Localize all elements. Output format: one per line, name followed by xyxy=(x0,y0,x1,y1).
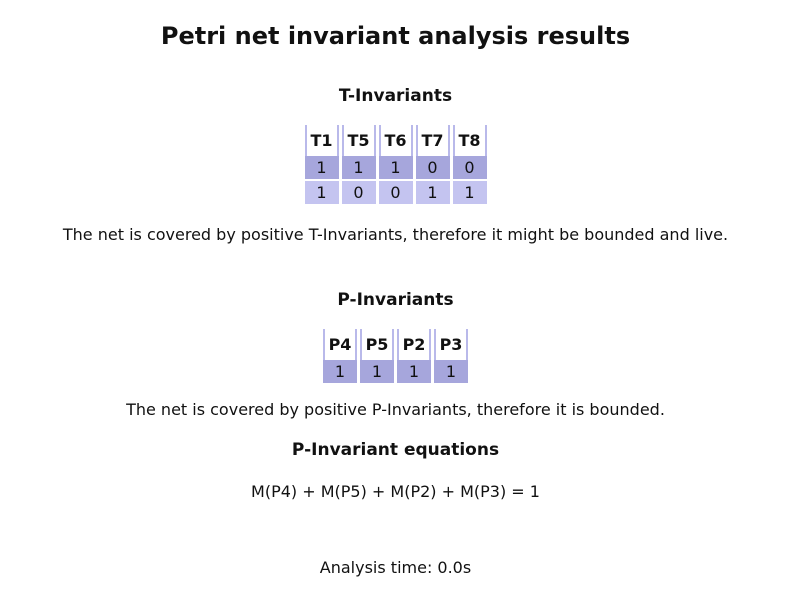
table-cell: 0 xyxy=(452,156,487,179)
page-title: Petri net invariant analysis results xyxy=(160,22,631,50)
t-invariants-header-row: T1 T5 T6 T7 T8 xyxy=(304,125,487,156)
t-invariants-heading: T-Invariants xyxy=(338,86,453,106)
column-header-p2: P2 xyxy=(397,329,431,360)
column-header-t1: T1 xyxy=(304,125,339,156)
table-cell: 0 xyxy=(415,156,450,179)
p-invariants-note: The net is covered by positive P-Invaria… xyxy=(126,400,665,419)
t-invariants-table-container: T1 T5 T6 T7 T8 1 1 1 0 0 1 0 0 1 1 xyxy=(0,125,791,204)
analysis-time: Analysis time: 0.0s xyxy=(319,558,472,577)
column-header-t8: T8 xyxy=(452,125,487,156)
p-invariants-table-container: P4 P5 P2 P3 1 1 1 1 xyxy=(0,329,791,383)
t-invariants-note: The net is covered by positive T-Invaria… xyxy=(62,225,729,244)
p-invariants-table: P4 P5 P2 P3 1 1 1 1 xyxy=(320,329,471,383)
table-cell: 1 xyxy=(434,360,468,383)
table-cell: 1 xyxy=(452,181,487,204)
table-cell: 1 xyxy=(341,156,376,179)
column-header-t7: T7 xyxy=(415,125,450,156)
table-cell: 0 xyxy=(341,181,376,204)
table-row: 1 1 1 0 0 xyxy=(304,156,487,179)
table-cell: 1 xyxy=(304,181,339,204)
column-header-t6: T6 xyxy=(378,125,413,156)
table-row: 1 0 0 1 1 xyxy=(304,181,487,204)
p-invariants-heading: P-Invariants xyxy=(337,290,454,310)
column-header-p3: P3 xyxy=(434,329,468,360)
table-cell: 1 xyxy=(360,360,394,383)
t-invariants-table: T1 T5 T6 T7 T8 1 1 1 0 0 1 0 0 1 1 xyxy=(302,125,490,204)
column-header-p5: P5 xyxy=(360,329,394,360)
table-cell: 0 xyxy=(378,181,413,204)
column-header-p4: P4 xyxy=(323,329,357,360)
table-cell: 1 xyxy=(378,156,413,179)
equations-heading: P-Invariant equations xyxy=(291,440,500,460)
p-invariants-header-row: P4 P5 P2 P3 xyxy=(323,329,468,360)
table-cell: 1 xyxy=(397,360,431,383)
equation-line: M(P4) + M(P5) + M(P2) + M(P3) = 1 xyxy=(251,482,540,501)
column-header-t5: T5 xyxy=(341,125,376,156)
table-cell: 1 xyxy=(415,181,450,204)
table-cell: 1 xyxy=(304,156,339,179)
table-row: 1 1 1 1 xyxy=(323,360,468,383)
table-cell: 1 xyxy=(323,360,357,383)
